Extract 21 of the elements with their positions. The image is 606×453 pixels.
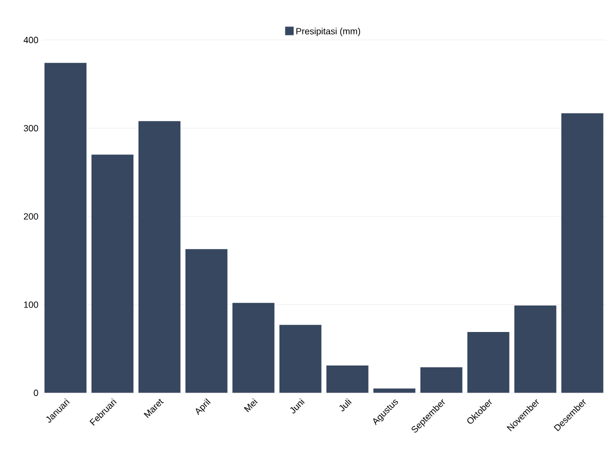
- bar: [420, 367, 462, 393]
- bar: [185, 249, 228, 393]
- x-tick-label: Juni: [290, 398, 305, 414]
- x-tick-label: Mei: [244, 398, 258, 412]
- legend-label: Presipitasi (mm): [296, 28, 360, 36]
- bar: [279, 325, 322, 393]
- bar: [138, 121, 180, 393]
- bar: [467, 332, 510, 393]
- bar: [44, 63, 86, 393]
- y-tick-label: 0: [34, 390, 38, 396]
- y-tick-label: 100: [24, 302, 38, 308]
- bar: [232, 302, 274, 393]
- y-tick-label: 400: [24, 36, 38, 44]
- bar: [91, 154, 134, 393]
- x-tick-label: Juli: [339, 398, 352, 412]
- y-tick-label: 300: [24, 125, 38, 132]
- bar: [373, 388, 416, 393]
- y-tick-label: 200: [24, 213, 38, 220]
- bar: [514, 306, 556, 393]
- bar: [561, 113, 604, 393]
- bar: [326, 366, 368, 393]
